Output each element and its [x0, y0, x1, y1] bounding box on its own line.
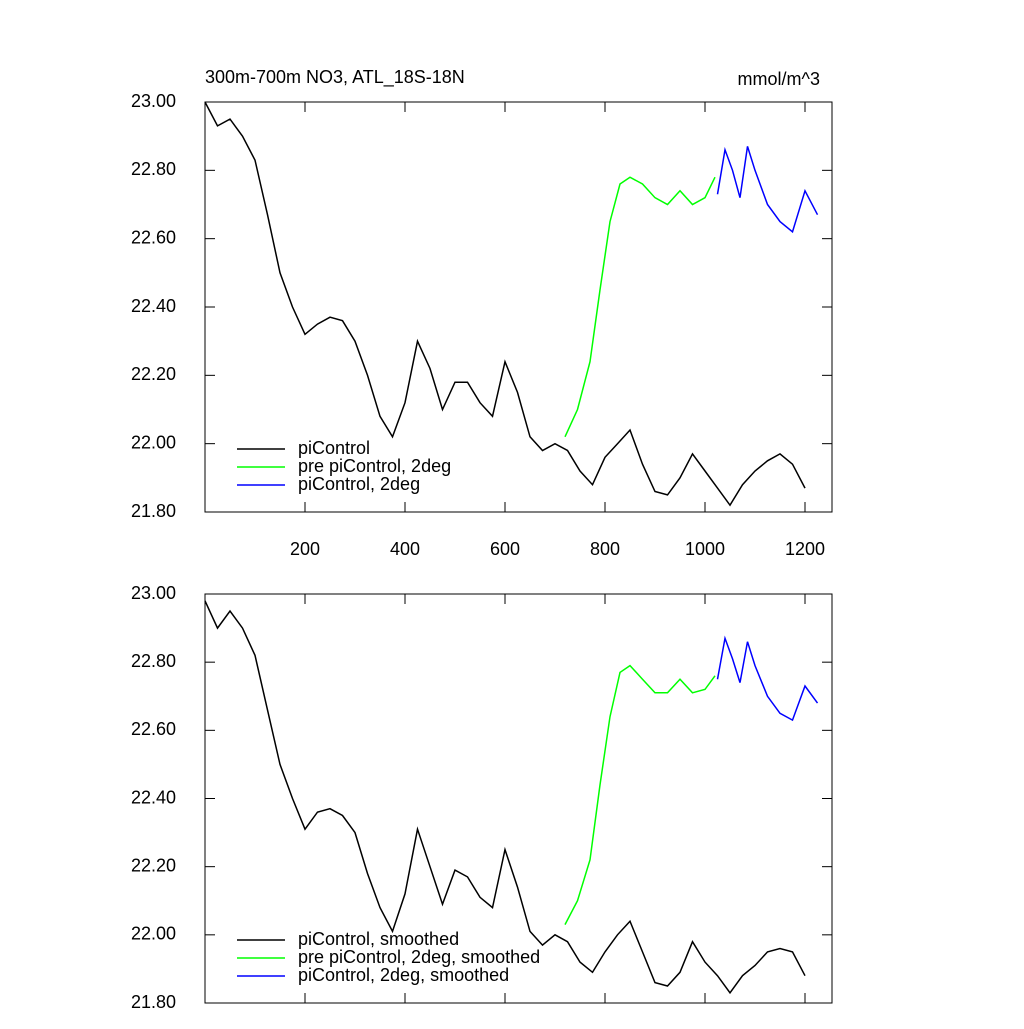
y-tick-label: 21.80 [131, 501, 176, 521]
legend-label: piControl, 2deg, smoothed [298, 965, 509, 985]
data-line [564, 176, 716, 438]
y-tick-label: 22.60 [131, 227, 176, 247]
legend-label: pre piControl, 2deg, smoothed [298, 947, 540, 967]
x-tick-label: 600 [490, 539, 520, 559]
data-line [204, 101, 806, 507]
data-line [564, 664, 716, 925]
x-tick-label: 1200 [785, 539, 825, 559]
data-line [716, 146, 819, 234]
units-label: mmol/m^3 [738, 69, 820, 89]
y-tick-label: 22.40 [131, 787, 176, 807]
y-tick-label: 22.80 [131, 159, 176, 179]
y-tick-label: 22.20 [131, 855, 176, 875]
y-tick-label: 22.00 [131, 924, 176, 944]
x-tick-label: 800 [590, 539, 620, 559]
y-tick-label: 21.80 [131, 992, 176, 1012]
y-tick-label: 23.00 [131, 583, 176, 603]
y-tick-label: 23.00 [131, 91, 176, 111]
x-tick-label: 1000 [685, 539, 725, 559]
x-tick-label: 400 [390, 539, 420, 559]
y-tick-label: 22.40 [131, 296, 176, 316]
legend-label: piControl, 2deg [298, 474, 420, 494]
chart-title: 300m-700m NO3, ATL_18S-18N [205, 67, 465, 88]
y-tick-label: 22.00 [131, 432, 176, 452]
x-tick-label: 200 [290, 539, 320, 559]
data-line [204, 600, 806, 995]
y-tick-label: 22.20 [131, 364, 176, 384]
y-tick-label: 22.80 [131, 651, 176, 671]
data-line [716, 635, 819, 722]
legend-label: pre piControl, 2deg [298, 456, 451, 476]
legend-label: piControl, smoothed [298, 929, 459, 949]
y-tick-label: 22.60 [131, 719, 176, 739]
legend-label: piControl [298, 438, 370, 458]
